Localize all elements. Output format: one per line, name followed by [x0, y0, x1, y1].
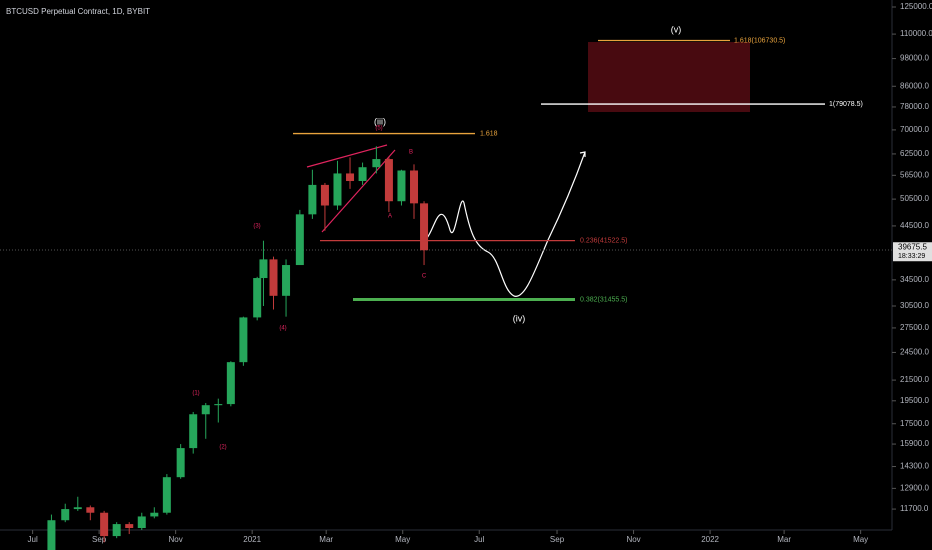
fib-label: 1.618	[480, 130, 498, 137]
projection-arrow	[579, 151, 586, 157]
projection-path	[426, 151, 586, 297]
y-tick-label: 62500.0	[900, 149, 929, 158]
y-tick-label: 21500.0	[900, 375, 929, 384]
y-tick-label: 34500.0	[900, 275, 929, 284]
candle-body	[73, 507, 82, 510]
candle-body	[372, 159, 381, 168]
y-tick-label: 15900.0	[900, 439, 929, 448]
fib-label: 1(79078.5)	[829, 101, 863, 108]
y-tick-label: 14300.0	[900, 462, 929, 471]
candle-body	[259, 259, 268, 279]
candle-body	[137, 516, 146, 529]
x-tick-label: Jul	[28, 535, 38, 544]
wave-label: (5)	[375, 126, 382, 132]
y-tick-label: 19500.0	[900, 396, 929, 405]
y-tick-label: 17500.0	[900, 419, 929, 428]
x-tick-label: Mar	[777, 535, 791, 544]
wave-label: (3)	[253, 224, 260, 230]
y-tick-label: 98000.0	[900, 54, 929, 63]
candle-body	[308, 184, 317, 215]
x-tick-label: Mar	[319, 535, 333, 544]
candle-body	[47, 520, 56, 550]
wave-label: (iv)	[513, 313, 526, 323]
countdown: 18:33:29	[898, 253, 925, 260]
x-tick-label: Nov	[169, 535, 183, 544]
y-tick-label: 44500.0	[900, 221, 929, 230]
x-tick-label: 2022	[701, 535, 719, 544]
candle-body	[397, 170, 406, 202]
candle-body	[358, 167, 367, 182]
x-tick-label: Sep	[92, 535, 107, 544]
fib-label: 0.236(41522.5)	[580, 237, 627, 244]
x-tick-label: Nov	[626, 535, 640, 544]
y-tick-label: 86000.0	[900, 81, 929, 90]
x-tick-label: May	[853, 535, 868, 544]
candle-body	[420, 203, 429, 251]
candle-body	[333, 173, 342, 206]
x-tick-label: Sep	[550, 535, 565, 544]
candle-body	[86, 507, 95, 513]
y-tick-label: 30500.0	[900, 301, 929, 310]
wave-label: C	[422, 274, 427, 280]
candle-body	[320, 184, 329, 206]
candle-body	[410, 170, 419, 204]
candle-body	[176, 448, 185, 478]
y-tick-label: 11700.0	[900, 504, 929, 513]
wave-label: B	[409, 150, 413, 156]
candle-body	[112, 524, 121, 537]
wave-label: (2)	[219, 445, 226, 451]
y-tick-label: 78000.0	[900, 102, 929, 111]
candle-body	[150, 512, 159, 517]
y-tick-label: 125000.0	[900, 2, 932, 11]
y-tick-label: 27500.0	[900, 323, 929, 332]
last-price-label: 39675.5	[898, 242, 927, 251]
candle-body	[201, 405, 210, 415]
y-tick-label: 50500.0	[900, 194, 929, 203]
y-tick-label: 70000.0	[900, 125, 929, 134]
candle-body	[269, 259, 278, 296]
wave-label: (v)	[671, 24, 682, 34]
wave-label: (4)	[279, 326, 286, 332]
y-tick-label: 56500.0	[900, 170, 929, 179]
candle-body	[239, 317, 248, 363]
y-tick-label: 110000.0	[900, 29, 932, 38]
wave-label: (iii)	[374, 116, 386, 126]
candle-body	[295, 214, 304, 266]
candle-body	[214, 404, 223, 406]
candle-body	[346, 173, 355, 182]
candle-body	[162, 477, 171, 513]
y-tick-label: 24500.0	[900, 348, 929, 357]
wedge	[306, 144, 396, 233]
wave-label: (1)	[192, 391, 199, 397]
target-zone	[588, 42, 750, 112]
candle-body	[189, 414, 198, 449]
y-tick-label: 12900.0	[900, 483, 929, 492]
wave-label: A	[388, 214, 392, 220]
x-tick-label: 2021	[243, 535, 261, 544]
candle-body	[384, 159, 393, 202]
x-tick-label: May	[395, 535, 410, 544]
candle-body	[226, 362, 235, 405]
candle-body	[100, 512, 109, 537]
candle-body	[61, 509, 70, 521]
candle-body	[282, 265, 291, 296]
chart-title: BTCUSD Perpetual Contract, 1D, BYBIT	[6, 7, 150, 16]
fib-label: 0.382(31455.5)	[580, 296, 627, 303]
fib-label: 1.618(106730.5)	[734, 37, 785, 44]
candle-body	[125, 524, 134, 529]
last-price-box	[893, 242, 932, 262]
candle-body	[253, 278, 262, 318]
x-tick-label: Jul	[474, 535, 484, 544]
